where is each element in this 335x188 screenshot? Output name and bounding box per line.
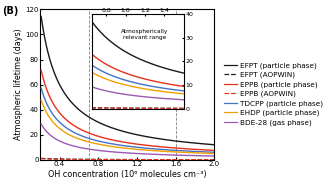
Legend: EFPT (particle phase), EFPT (AOPWIN), EPPB (particle phase), EPPB (AOPWIN), TDCP: EFPT (particle phase), EFPT (AOPWIN), EP… [223, 62, 323, 126]
Y-axis label: Atmospheric lifetime (days): Atmospheric lifetime (days) [13, 29, 22, 140]
X-axis label: OH concentration (10⁶ molecules cm⁻³): OH concentration (10⁶ molecules cm⁻³) [48, 170, 207, 179]
Text: (B): (B) [2, 6, 18, 16]
